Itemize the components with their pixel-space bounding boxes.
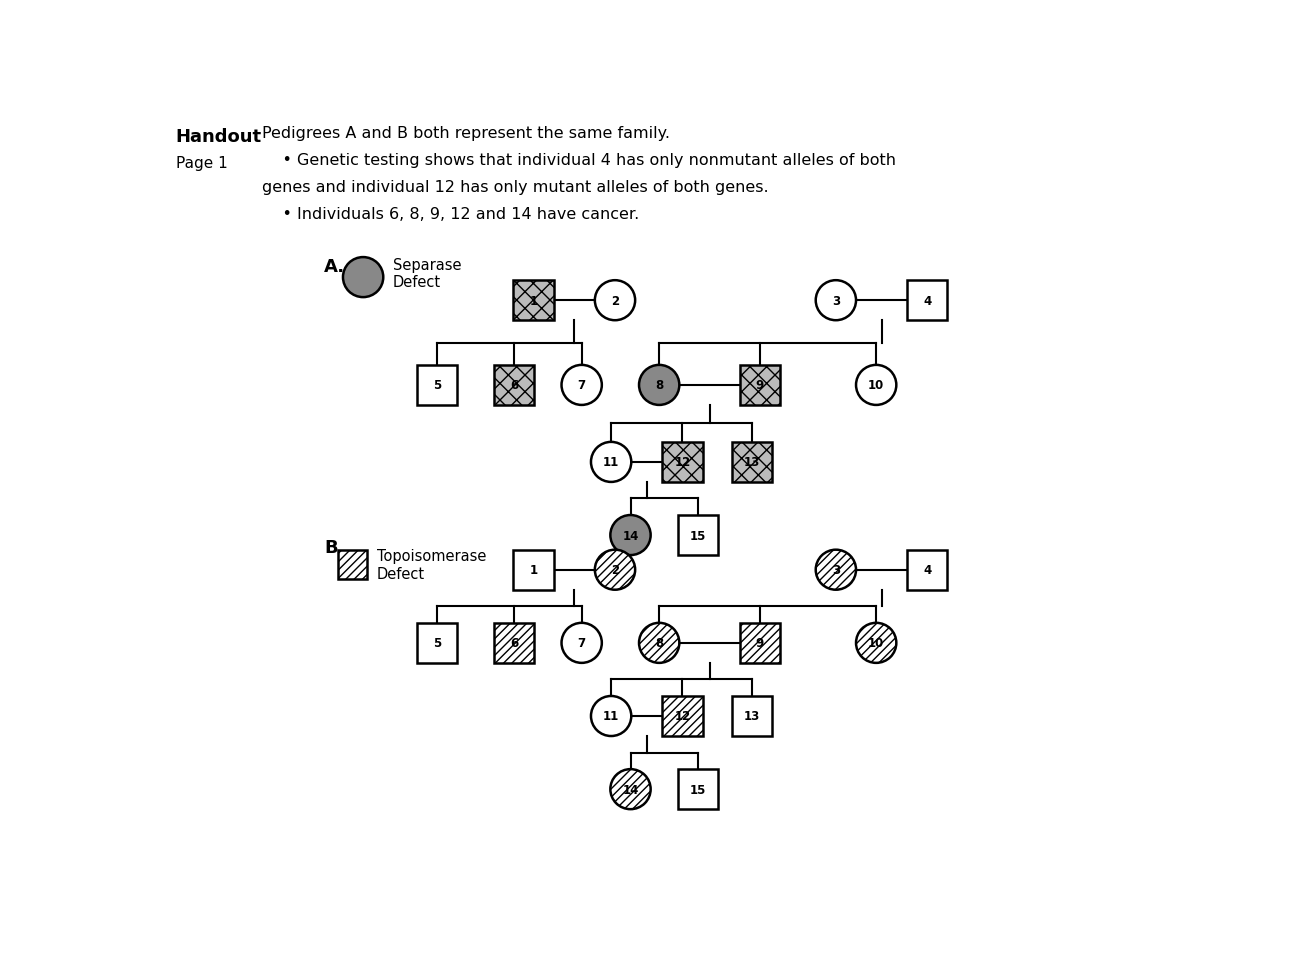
Text: 5: 5 [433,637,441,649]
FancyBboxPatch shape [740,365,780,405]
Circle shape [561,623,601,663]
FancyBboxPatch shape [732,697,772,736]
Text: 15: 15 [689,529,706,542]
Text: 11: 11 [603,456,619,469]
Text: 7: 7 [578,379,586,392]
FancyBboxPatch shape [678,769,718,809]
Text: Handout: Handout [176,128,261,145]
FancyBboxPatch shape [662,697,702,736]
Text: 9: 9 [756,379,764,392]
Text: Page 1: Page 1 [176,156,228,172]
Text: 10: 10 [868,637,884,649]
Circle shape [856,623,896,663]
Circle shape [816,550,856,590]
FancyBboxPatch shape [678,516,718,555]
Text: 15: 15 [689,783,706,796]
Text: Topoisomerase
Defect: Topoisomerase Defect [378,548,486,580]
FancyBboxPatch shape [494,623,534,663]
Text: B.: B. [325,538,345,556]
Text: 3: 3 [831,295,840,307]
Circle shape [816,281,856,321]
Text: A.: A. [325,258,345,275]
Text: 10: 10 [868,379,884,392]
Circle shape [595,550,635,590]
Circle shape [591,697,631,736]
FancyBboxPatch shape [740,623,780,663]
Circle shape [595,281,635,321]
Circle shape [591,443,631,483]
Text: 11: 11 [603,709,619,723]
Text: 13: 13 [743,456,760,469]
Text: 2: 2 [610,564,619,577]
Circle shape [561,365,601,405]
FancyBboxPatch shape [908,281,948,321]
Text: Separase
Defect: Separase Defect [393,258,462,290]
Text: Pedigrees A and B both represent the same family.: Pedigrees A and B both represent the sam… [262,126,670,141]
FancyBboxPatch shape [732,443,772,483]
FancyBboxPatch shape [337,550,367,579]
Text: genes and individual 12 has only mutant alleles of both genes.: genes and individual 12 has only mutant … [262,180,769,195]
Text: 12: 12 [675,456,690,469]
FancyBboxPatch shape [513,281,553,321]
Text: 12: 12 [675,709,690,723]
Text: 2: 2 [610,295,619,307]
FancyBboxPatch shape [494,365,534,405]
FancyBboxPatch shape [908,550,948,590]
Text: 9: 9 [756,637,764,649]
Text: • Individuals 6, 8, 9, 12 and 14 have cancer.: • Individuals 6, 8, 9, 12 and 14 have ca… [262,207,640,222]
FancyBboxPatch shape [662,443,702,483]
Text: 6: 6 [511,379,518,392]
Text: 14: 14 [622,529,639,542]
Text: • Genetic testing shows that individual 4 has only nonmutant alleles of both: • Genetic testing shows that individual … [262,153,896,169]
Text: 6: 6 [511,637,518,649]
Circle shape [639,623,679,663]
Circle shape [610,516,650,555]
Text: 7: 7 [578,637,586,649]
FancyBboxPatch shape [416,623,456,663]
Text: 14: 14 [622,783,639,796]
Circle shape [610,769,650,809]
Text: 13: 13 [743,709,760,723]
Text: 8: 8 [656,637,663,649]
Circle shape [343,258,383,297]
Text: 4: 4 [923,564,931,577]
FancyBboxPatch shape [513,550,553,590]
Text: 5: 5 [433,379,441,392]
Text: 1: 1 [530,295,538,307]
Text: 4: 4 [923,295,931,307]
Text: 1: 1 [530,564,538,577]
Circle shape [856,365,896,405]
Circle shape [639,365,679,405]
Text: 3: 3 [831,564,840,577]
Text: 8: 8 [656,379,663,392]
FancyBboxPatch shape [416,365,456,405]
